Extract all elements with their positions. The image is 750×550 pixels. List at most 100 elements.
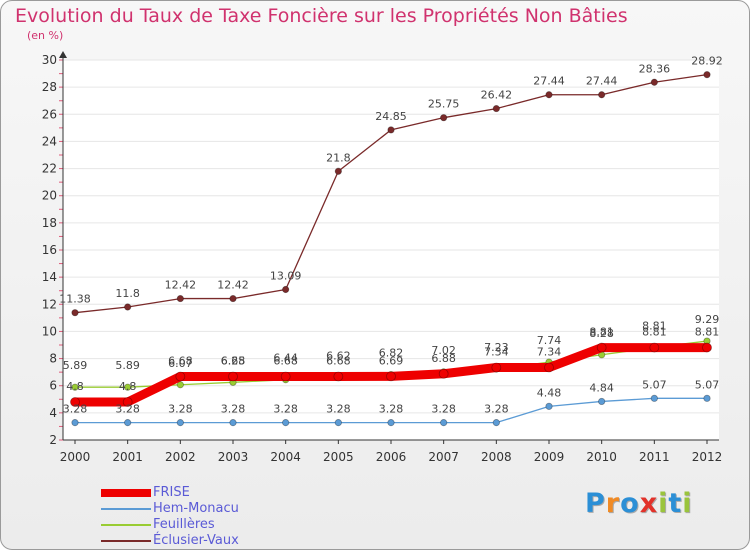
point-eclusier-vaux-2007 <box>440 114 448 122</box>
x-tick-label-2000: 2000 <box>60 450 91 464</box>
data-label-frise-2007: 6.88 <box>431 352 456 365</box>
data-label-eclusier-vaux-2002: 12.42 <box>165 279 197 292</box>
point-hem-monacu-2002 <box>176 419 184 427</box>
point-frise-2011 <box>649 342 660 353</box>
y-tick-label: 28 <box>42 80 57 94</box>
y-tick-label: 14 <box>42 270 57 284</box>
point-eclusier-vaux-2000 <box>71 309 79 317</box>
data-label-hem-monacu-2010: 4.84 <box>589 381 614 394</box>
data-label-feuilleres-2007: 7.02 <box>431 344 456 357</box>
data-label-frise-2008: 7.34 <box>484 346 509 359</box>
series-lines <box>70 71 712 427</box>
data-label-feuilleres-2011: 8.81 <box>642 320 667 333</box>
data-label-feuilleres-2003: 6.25 <box>221 354 246 367</box>
x-tick-label-2001: 2001 <box>112 450 143 464</box>
data-label-frise-2012: 8.81 <box>695 326 720 339</box>
data-label-eclusier-vaux-2012: 28.92 <box>691 55 723 68</box>
point-hem-monacu-2006 <box>387 419 395 427</box>
legend-swatch-feuilleres <box>101 524 151 526</box>
point-hem-monacu-2011 <box>650 394 658 402</box>
point-eclusier-vaux-2010 <box>598 91 606 99</box>
data-label-hem-monacu-2009: 4.48 <box>537 386 562 399</box>
data-label-hem-monacu-2005: 3.28 <box>326 403 351 416</box>
data-label-feuilleres-2004: 6.44 <box>273 352 298 365</box>
y-tick-label: 24 <box>42 134 57 148</box>
x-tick-label-2009: 2009 <box>534 450 565 464</box>
x-tick-label-2005: 2005 <box>323 450 354 464</box>
legend-label-frise: FRISE <box>153 485 190 500</box>
point-eclusier-vaux-2011 <box>650 78 658 86</box>
data-label-hem-monacu-2007: 3.28 <box>431 403 456 416</box>
point-frise-2010 <box>596 342 607 353</box>
data-label-frise-2010: 8.81 <box>589 326 614 339</box>
y-tick-label: 12 <box>42 297 57 311</box>
y-tick-label: 18 <box>42 216 57 230</box>
data-label-eclusier-vaux-2010: 27.44 <box>586 75 618 88</box>
point-eclusier-vaux-2012 <box>703 71 711 79</box>
point-feuilleres-2002 <box>176 381 184 389</box>
point-hem-monacu-2008 <box>492 419 500 427</box>
point-frise-2003 <box>228 371 238 382</box>
data-label-hem-monacu-2000: 3.28 <box>63 403 88 416</box>
point-frise-2001 <box>122 397 133 407</box>
point-frise-2012 <box>702 342 712 353</box>
y-tick-label: 6 <box>49 379 57 393</box>
point-hem-monacu-2005 <box>334 419 342 427</box>
data-label-frise-2004: 6.68 <box>273 354 298 367</box>
point-eclusier-vaux-2003 <box>229 294 237 303</box>
data-label-frise-2001: 4.8 <box>119 380 137 393</box>
data-label-eclusier-vaux-2008: 26.42 <box>481 89 513 102</box>
point-eclusier-vaux-2002 <box>176 294 184 303</box>
data-label-feuilleres-2009: 7.74 <box>537 334 562 347</box>
legend-label-eclusier-vaux: Éclusier-Vaux <box>153 533 239 548</box>
point-hem-monacu-2001 <box>124 419 132 427</box>
data-label-eclusier-vaux-2011: 28.36 <box>639 62 671 75</box>
y-tick-label: 20 <box>42 189 57 203</box>
x-tick-label-2012: 2012 <box>692 450 723 464</box>
legend-swatch-eclusier-vaux <box>101 540 151 542</box>
data-label-feuilleres-2000: 5.89 <box>63 359 88 372</box>
data-label-frise-2002: 6.68 <box>168 354 193 367</box>
x-tick-label-2010: 2010 <box>586 450 617 464</box>
legend-label-feuilleres: Feuillères <box>153 517 215 532</box>
data-label-feuilleres-2006: 6.82 <box>379 347 404 360</box>
x-tick-label-2008: 2008 <box>481 450 512 464</box>
data-label-frise-2011: 8.81 <box>642 326 667 339</box>
point-frise-2009 <box>544 362 554 373</box>
legend-swatch-frise <box>101 489 151 497</box>
data-label-feuilleres-2005: 6.62 <box>326 349 351 362</box>
point-hem-monacu-2012 <box>703 394 711 402</box>
data-label-eclusier-vaux-2000: 11.38 <box>59 293 91 306</box>
x-tick-label-2011: 2011 <box>639 450 670 464</box>
data-label-eclusier-vaux-2003: 12.42 <box>217 279 249 292</box>
point-frise-2002 <box>175 371 186 382</box>
data-label-eclusier-vaux-2009: 27.44 <box>533 75 565 88</box>
data-label-hem-monacu-2012: 5.07 <box>695 378 720 391</box>
data-label-eclusier-vaux-2004: 13.09 <box>270 269 302 282</box>
data-label-hem-monacu-2006: 3.28 <box>379 403 404 416</box>
point-frise-2004 <box>280 371 291 382</box>
data-label-hem-monacu-2011: 5.07 <box>642 378 667 391</box>
y-tick-label: 16 <box>42 243 57 257</box>
point-eclusier-vaux-2005 <box>334 167 342 175</box>
point-feuilleres-2000 <box>71 383 79 391</box>
x-tick-label-2007: 2007 <box>428 450 459 464</box>
point-eclusier-vaux-2006 <box>387 126 395 134</box>
x-tick-label-2003: 2003 <box>218 450 249 464</box>
data-label-frise-2009: 7.34 <box>537 346 562 359</box>
legend-label-hem-monacu: Hem-Monacu <box>153 501 239 516</box>
point-eclusier-vaux-2009 <box>545 91 553 99</box>
data-label-hem-monacu-2001: 3.28 <box>115 403 140 416</box>
data-label-frise-2000: 4.8 <box>66 380 84 393</box>
point-frise-2000 <box>70 397 80 407</box>
y-tick-label: 22 <box>42 162 57 176</box>
x-tick-label-2002: 2002 <box>165 450 196 464</box>
data-label-feuilleres-2010: 8.28 <box>589 327 614 340</box>
point-eclusier-vaux-2001 <box>124 303 132 311</box>
data-label-feuilleres-2012: 9.29 <box>695 313 720 326</box>
point-feuilleres-2001 <box>124 383 132 391</box>
point-frise-2005 <box>333 371 344 382</box>
point-hem-monacu-2009 <box>545 402 553 410</box>
y-tick-label: 10 <box>42 324 57 338</box>
